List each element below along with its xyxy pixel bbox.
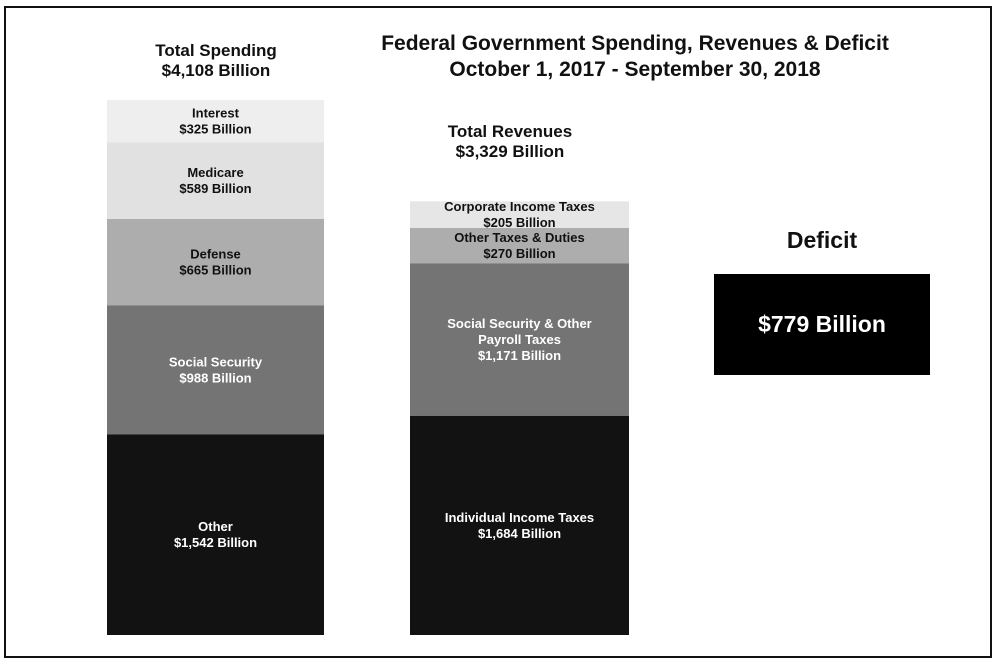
spending-column-title: Total Spending $4,108 Billion (96, 41, 336, 81)
spending-segment-1-name-label-0: Social Security (169, 354, 263, 369)
spending-segment-1-value-label: $988 Billion (179, 370, 251, 385)
revenue-segment-3-value-label: $205 Billion (483, 215, 555, 230)
revenue-segment-1-name-label-1: Payroll Taxes (478, 332, 561, 347)
chart-title-line-1: Federal Government Spending, Revenues & … (381, 32, 889, 55)
spending-bar-segment-2 (107, 218, 324, 306)
spending-segment-4-value-label: $325 Billion (179, 122, 251, 137)
spending-segment-3-name-label-0: Medicare (187, 165, 243, 180)
spending-segment-2-value-label: $665 Billion (179, 263, 251, 278)
revenue-segment-0-name-label-0: Individual Income Taxes (445, 510, 594, 525)
spending-title-line-1: Total Spending (155, 41, 277, 60)
spending-title-line-2: $4,108 Billion (161, 61, 271, 80)
spending-segment-4-name-label-0: Interest (192, 106, 240, 121)
spending-segment-0-name-label-0: Other (198, 519, 233, 534)
chart-title-line-2: October 1, 2017 - September 30, 2018 (449, 58, 821, 81)
revenue-bar-segment-2 (410, 228, 629, 264)
revenue-segment-0-value-label: $1,684 Billion (478, 526, 561, 541)
revenue-title-line-2: $3,329 Billion (455, 142, 565, 161)
revenue-segment-2-value-label: $270 Billion (483, 246, 555, 261)
chart-title: Federal Government Spending, Revenues & … (320, 31, 950, 83)
deficit-box: $779 Billion (714, 274, 930, 375)
spending-segment-0-value-label: $1,542 Billion (174, 535, 257, 550)
spending-segment-2-name-label-0: Defense (190, 247, 241, 262)
revenue-bar-segment-1 (410, 263, 629, 416)
revenue-segment-1-name-label-0: Social Security & Other (447, 316, 592, 331)
revenue-segment-2-name-label-0: Other Taxes & Duties (454, 230, 585, 245)
chart-frame (4, 6, 992, 658)
spending-bar-segment-0 (107, 434, 324, 635)
deficit-title: Deficit (786, 227, 858, 253)
spending-segment-3-value-label: $589 Billion (179, 181, 251, 196)
spending-bar-segment-3 (107, 142, 324, 219)
revenue-segment-3-name-label-0: Corporate Income Taxes (444, 199, 595, 214)
revenue-segment-1-value-label: $1,171 Billion (478, 348, 561, 363)
revenue-bar-segment-3 (410, 201, 629, 228)
revenue-bar-segment-0 (410, 415, 629, 635)
spending-bar-segment-1 (107, 305, 324, 435)
deficit-value: $779 Billion (758, 311, 886, 337)
revenue-title-line-1: Total Revenues (447, 122, 573, 141)
spending-bar-segment-4 (107, 99, 324, 143)
revenue-column-title: Total Revenues $3,329 Billion (390, 122, 630, 162)
